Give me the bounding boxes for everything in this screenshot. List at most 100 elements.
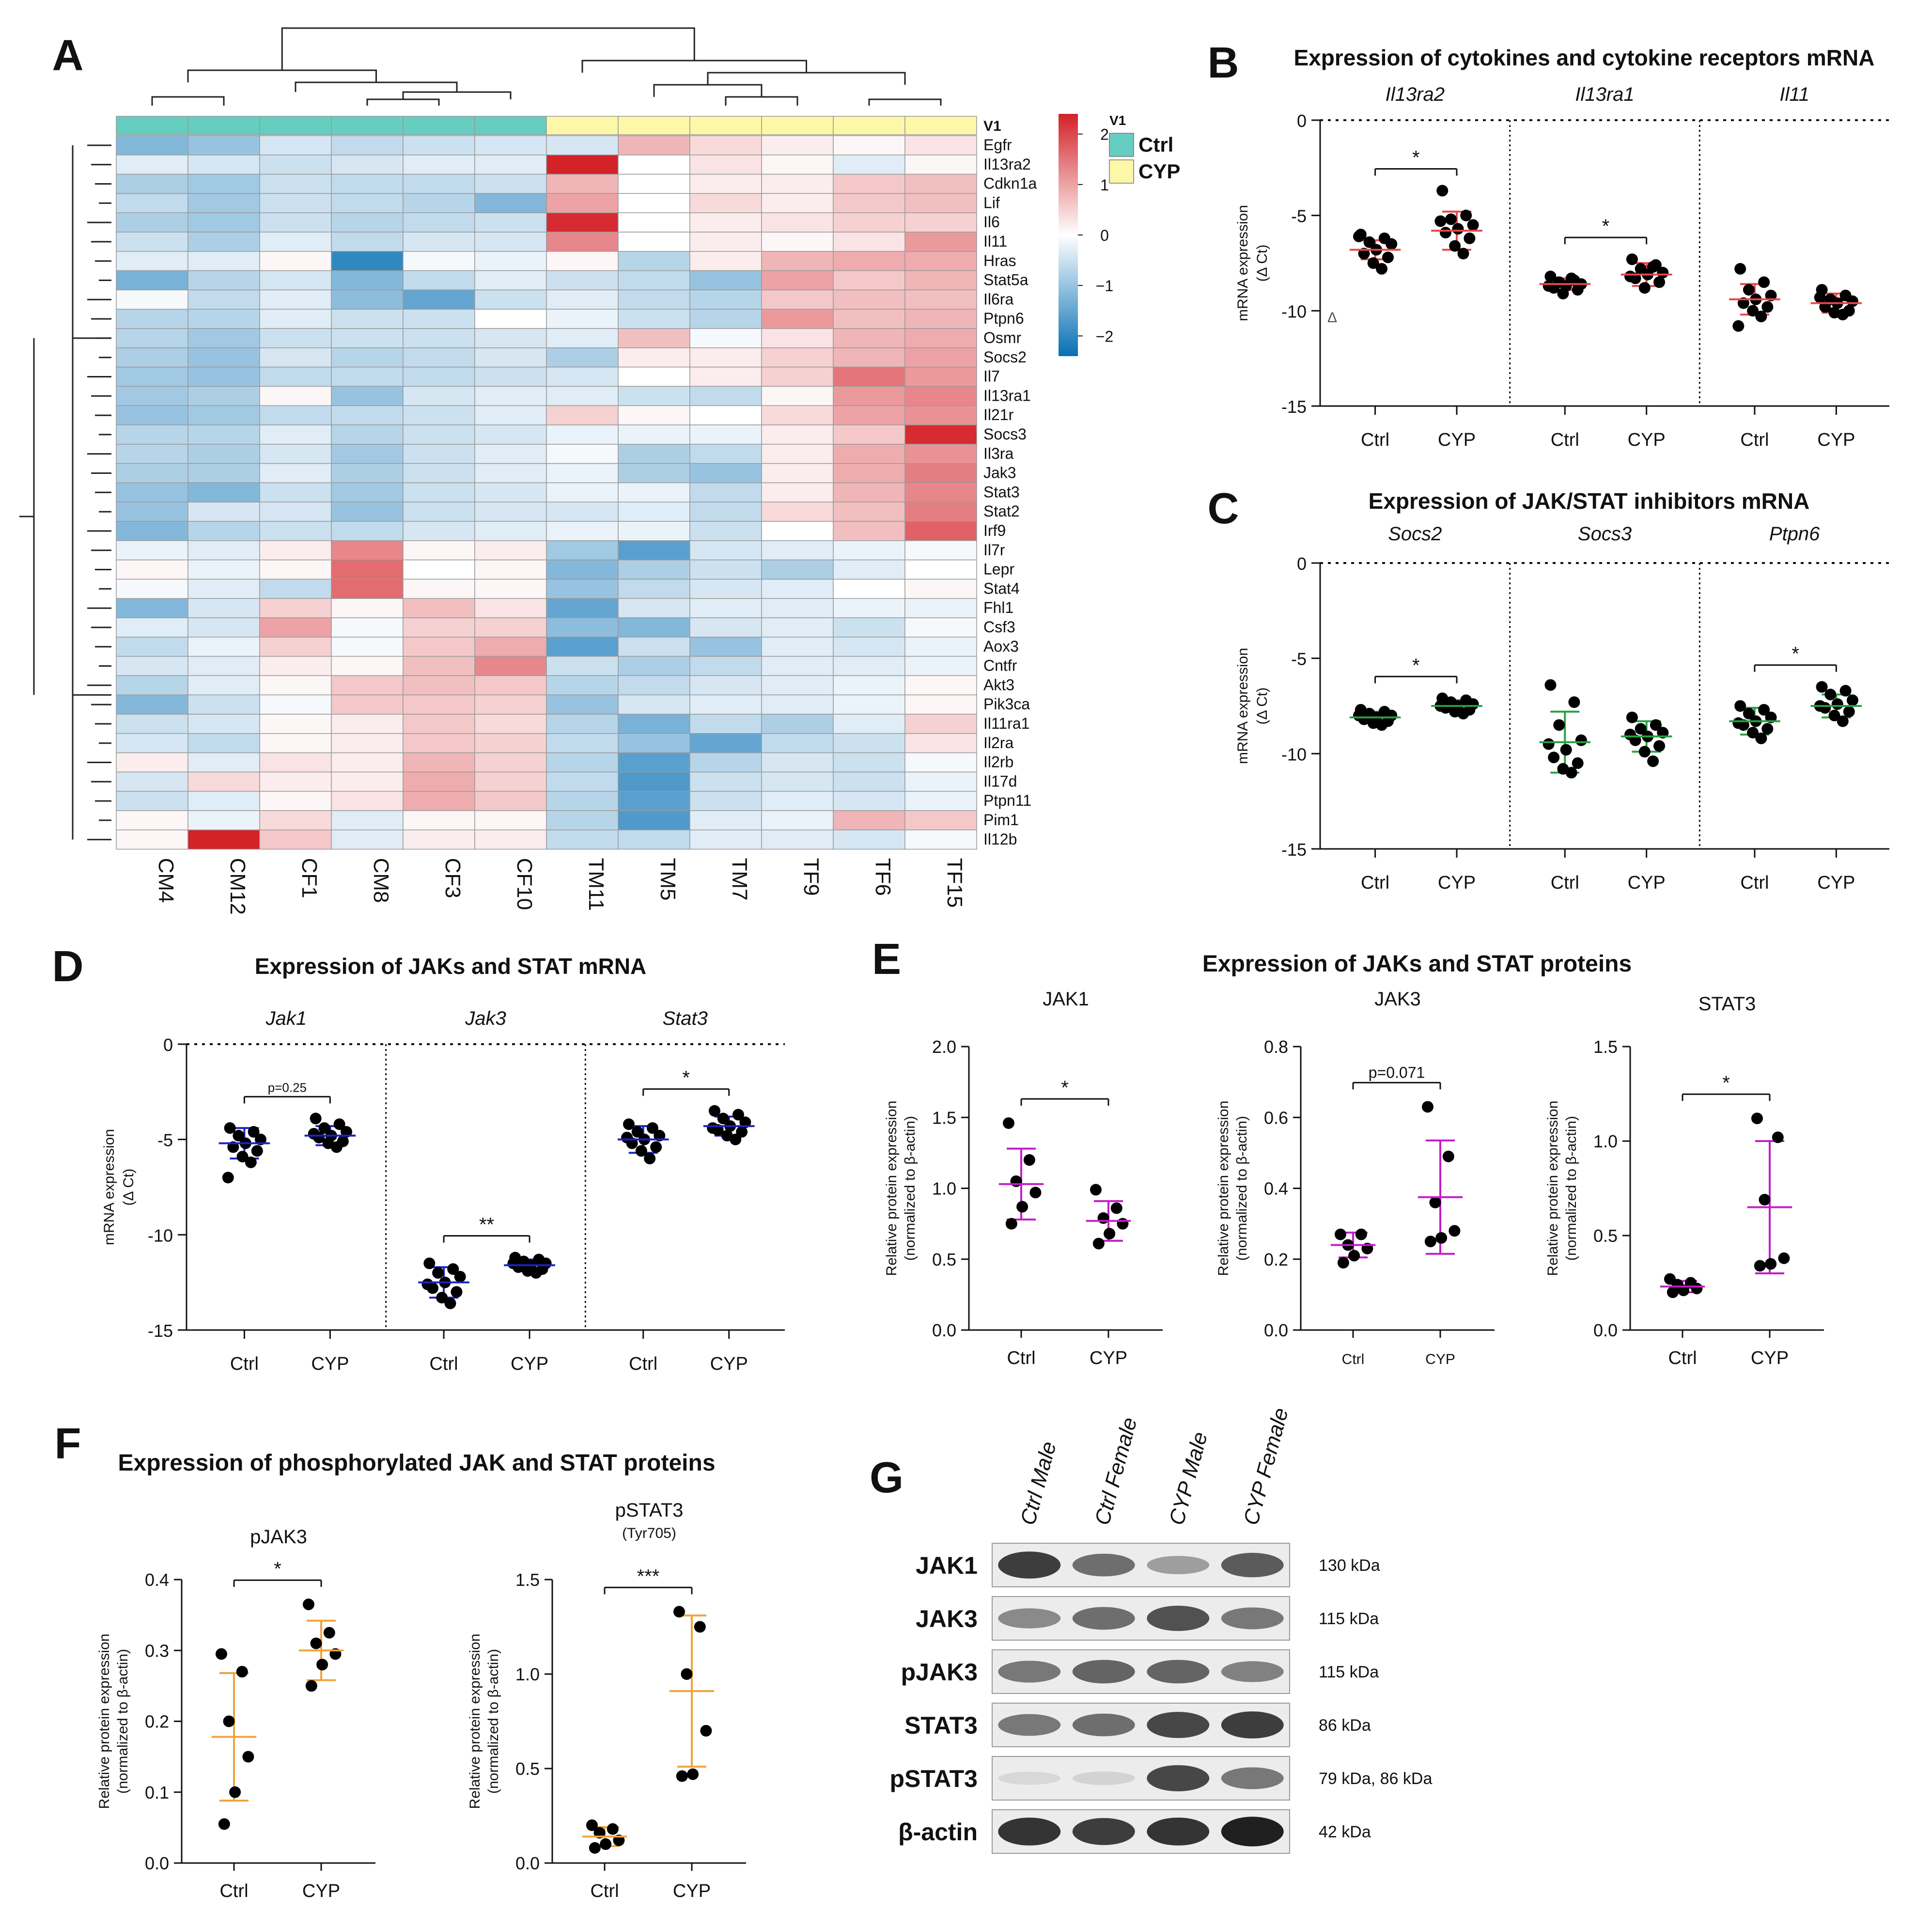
heatmap-cell (546, 521, 619, 541)
heatmap-cell (331, 328, 404, 348)
heatmap-cell (904, 694, 977, 715)
heatmap-cell (689, 656, 762, 676)
heatmap-cell (116, 309, 188, 329)
heatmap-cell (761, 289, 834, 310)
annotation-cell (187, 116, 260, 135)
panel-label-g: G (870, 1454, 904, 1502)
heatmap-cell (116, 598, 188, 618)
y-axis-label: (Δ Ct) (121, 1169, 137, 1206)
data-point (1772, 1131, 1784, 1143)
panel-g-western-blot: Ctrl Male Ctrl Female CYP Male CYP Female JA… (890, 1406, 1432, 1854)
x-tick-label: CYP (673, 1881, 711, 1901)
data-point (310, 1637, 322, 1649)
data-point (646, 1122, 658, 1134)
heatmap-cell (187, 347, 260, 368)
blot-band (1072, 1607, 1135, 1630)
blot-band (998, 1551, 1061, 1579)
heatmap-cell (833, 251, 905, 271)
data-point (1002, 1117, 1014, 1129)
row-label: Il2ra (983, 734, 1013, 752)
y-axis-label: Relative protein expression (1545, 1101, 1561, 1276)
row-label: Il7 (983, 368, 1000, 385)
data-point (1355, 1228, 1367, 1240)
heatmap-cell (116, 559, 188, 580)
heatmap-cell (618, 501, 690, 522)
heatmap-cell (689, 270, 762, 291)
legend-label: CYP (1138, 160, 1180, 183)
heatmap-cell (187, 598, 260, 618)
heatmap-cell (331, 173, 404, 194)
data-point (621, 1131, 633, 1143)
heatmap-cell (187, 386, 260, 406)
heatmap-cell (833, 155, 905, 175)
heatmap-cell (331, 733, 404, 753)
data-point (302, 1598, 314, 1611)
x-tick-label: CYP (710, 1354, 748, 1374)
heatmap-cell (259, 173, 332, 194)
heatmap-cell (331, 232, 404, 252)
heatmap-cell (259, 463, 332, 484)
heatmap-cell (259, 386, 332, 406)
sig-label: * (1412, 655, 1420, 676)
heatmap-cell (546, 675, 619, 695)
heatmap-cell (904, 155, 977, 175)
panel-label-e: E (872, 935, 901, 984)
heatmap-cell (689, 173, 762, 194)
heatmap-cell (689, 405, 762, 425)
data-point (1575, 734, 1587, 746)
blot-band (998, 1817, 1061, 1846)
heatmap-cell (833, 598, 905, 618)
y-tick-label: 0 (1297, 111, 1307, 131)
data-point (1376, 263, 1388, 275)
data-point (586, 1819, 598, 1831)
heatmap-cell (689, 328, 762, 348)
blot-row-label: pSTAT3 (890, 1765, 978, 1792)
chart-title: Expression of JAKs and STAT mRNA (255, 954, 647, 979)
data-point (1761, 301, 1774, 313)
data-point (330, 1141, 343, 1153)
x-tick-label: Ctrl (1740, 430, 1769, 450)
heatmap-cell (403, 424, 475, 445)
heatmap-cell (474, 386, 547, 406)
blot-band (1072, 1818, 1135, 1845)
heatmap-cell (546, 752, 619, 773)
data-point (1755, 311, 1767, 323)
heatmap-cell (259, 559, 332, 580)
data-point (1434, 215, 1447, 227)
data-point (236, 1666, 248, 1678)
blot-size-label: 79 kDa, 86 kDa (1319, 1770, 1432, 1788)
data-point (1647, 755, 1659, 768)
heatmap-cell (331, 830, 404, 850)
heatmap-cell (904, 810, 977, 830)
heatmap-cell (618, 173, 690, 194)
heatmap-cell (474, 771, 547, 792)
heatmap-cell (689, 598, 762, 618)
data-point (1467, 219, 1479, 231)
heatmap-cell (546, 559, 619, 580)
heatmap-cell (618, 193, 690, 213)
data-point (1837, 715, 1849, 727)
heatmap-cell (116, 212, 188, 233)
heatmap-cell (689, 386, 762, 406)
row-label: Il3ra (983, 445, 1013, 462)
heatmap-cell (259, 309, 332, 329)
data-point (607, 1823, 619, 1835)
heatmap-cell (689, 617, 762, 638)
heatmap-cell (761, 830, 834, 850)
heatmap-cell (187, 540, 260, 561)
blot-band (1221, 1767, 1284, 1789)
heatmap-cell (761, 482, 834, 502)
heatmap-cell (403, 405, 475, 425)
colorbar (1059, 114, 1078, 356)
data-point (1846, 295, 1858, 307)
heatmap-cell (331, 270, 404, 291)
heatmap-cell (187, 752, 260, 773)
data-point (1572, 284, 1584, 296)
data-point (1650, 719, 1662, 731)
row-label: Il2rb (983, 753, 1013, 771)
heatmap-cell (904, 386, 977, 406)
heatmap-cell (904, 463, 977, 484)
heatmap-cell (904, 309, 977, 329)
heatmap-cell (689, 810, 762, 830)
y-tick-label: 0 (1297, 554, 1307, 574)
